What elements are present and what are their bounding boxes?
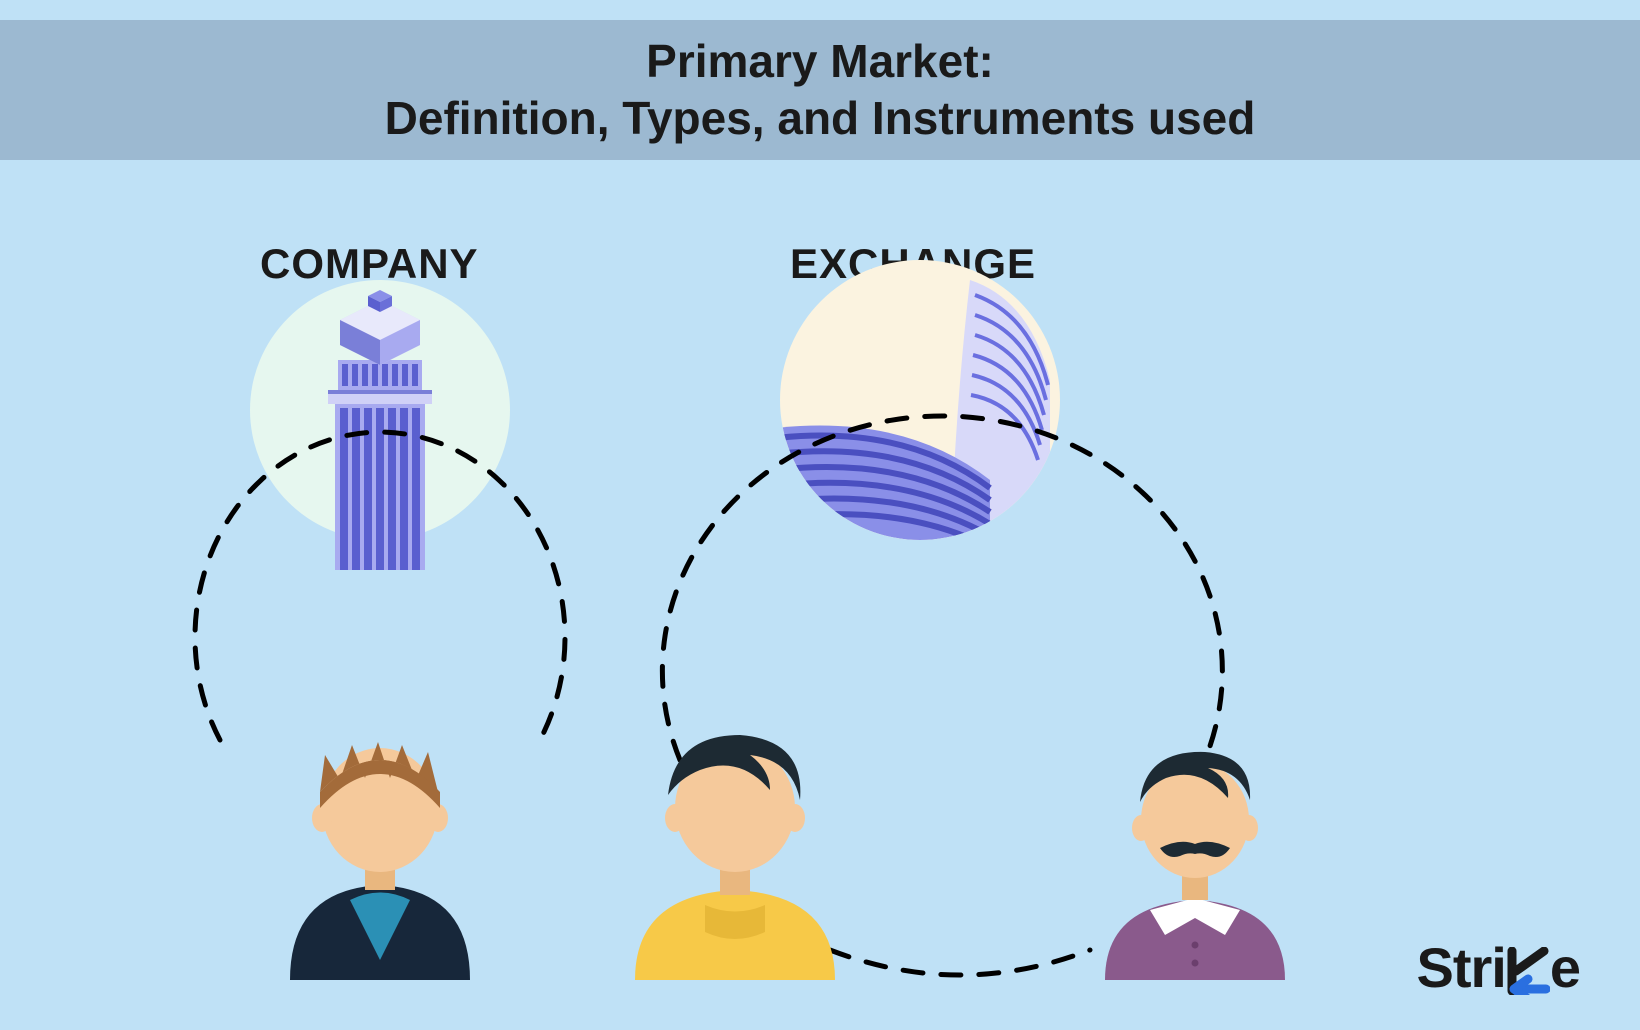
person-trader-a-icon [620, 700, 850, 980]
logo-suffix: e [1550, 936, 1580, 999]
person-investor-icon [270, 700, 490, 980]
logo-arrow-k-icon [1506, 935, 1550, 1000]
person-trader-b-icon [1090, 720, 1300, 980]
brand-logo: Stri e [1416, 935, 1580, 1000]
logo-prefix: Stri [1416, 936, 1505, 999]
